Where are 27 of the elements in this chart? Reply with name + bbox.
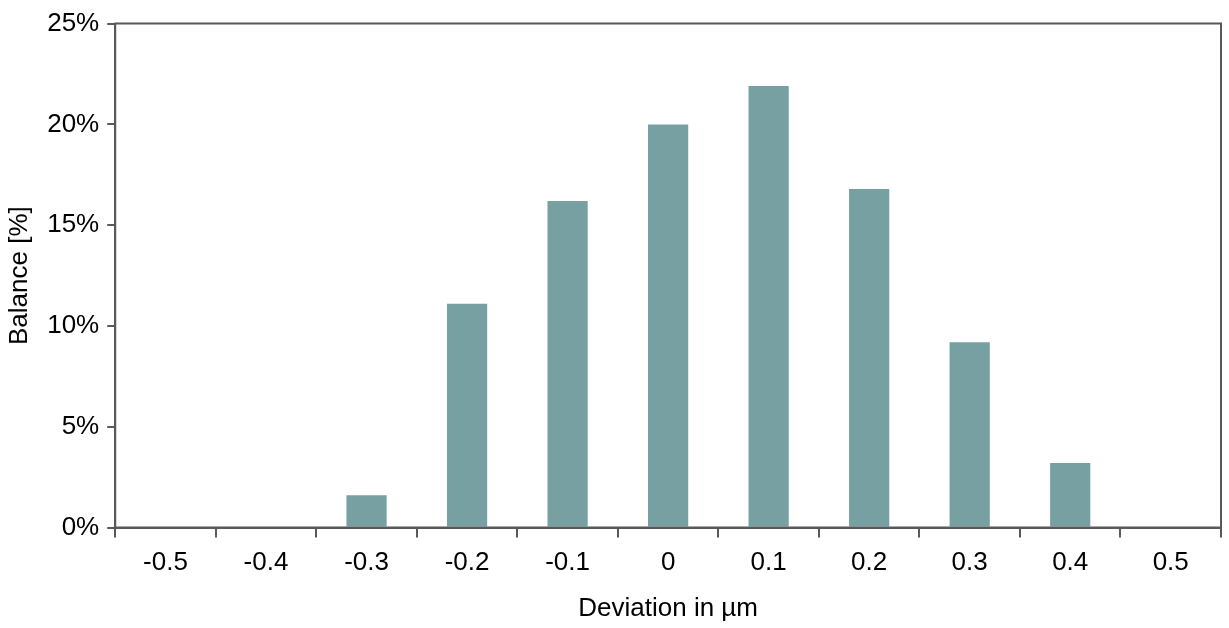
x-axis-title: Deviation in µm (578, 591, 758, 622)
y-tick-label: 15% (47, 208, 100, 239)
x-tick-label: -0.5 (143, 546, 188, 577)
x-tick-label: 0.2 (851, 546, 888, 577)
bar (346, 495, 387, 527)
bar (648, 124, 689, 527)
y-tick-label: 25% (47, 6, 100, 37)
y-tick-label: 0% (61, 510, 100, 541)
x-tick-label: 0.1 (750, 546, 787, 577)
bar (849, 188, 890, 527)
x-tick-label: 0 (660, 546, 676, 577)
y-axis-title: Balance [%] (2, 206, 33, 345)
bar (446, 303, 488, 527)
x-tick-label: -0.3 (344, 546, 389, 577)
x-tick-label: 0.3 (951, 546, 988, 577)
y-tick-label: 20% (47, 107, 100, 138)
bar (547, 201, 588, 527)
bar (1050, 463, 1091, 527)
y-tick-label: 10% (47, 309, 100, 340)
x-tick-label: -0.1 (545, 546, 590, 577)
x-tick-label: -0.4 (243, 546, 289, 577)
y-tick-label: 5% (61, 409, 100, 440)
x-tick-label: 0.5 (1152, 546, 1189, 577)
bar (949, 342, 990, 527)
x-tick-label: -0.2 (444, 546, 490, 577)
bar (748, 86, 789, 527)
x-tick-label: 0.4 (1052, 546, 1089, 577)
